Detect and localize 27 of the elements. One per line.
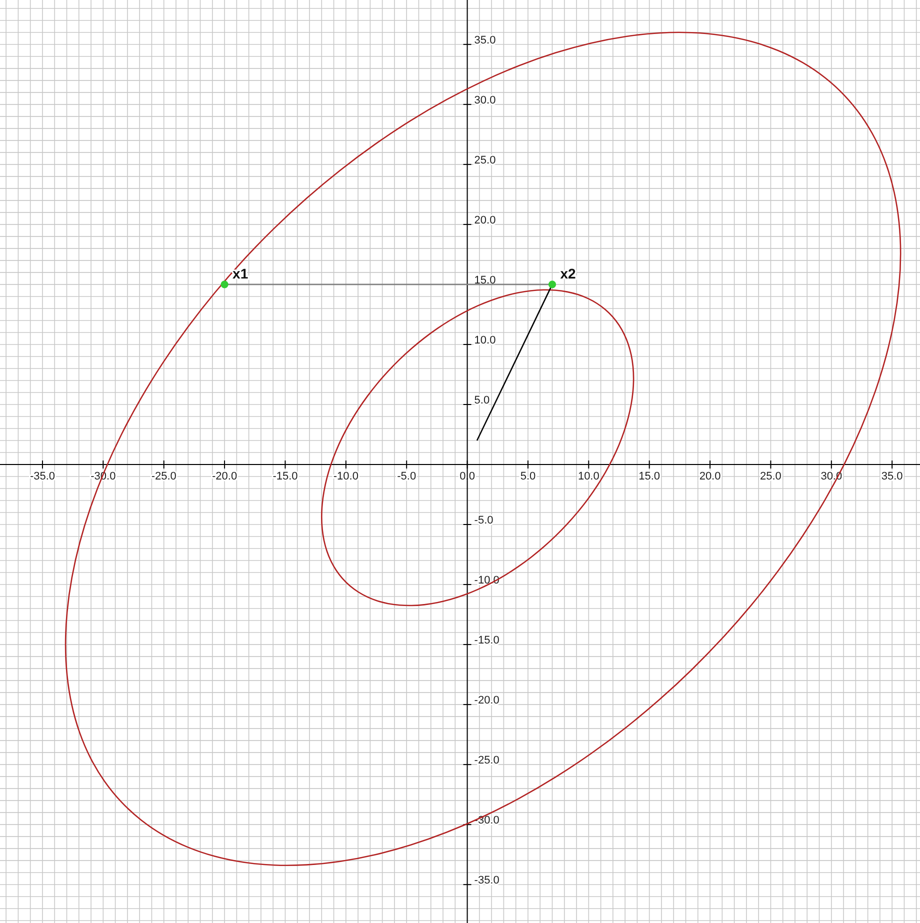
y-tick-label: -25.0	[474, 754, 500, 766]
x-tick-label: 15.0	[638, 470, 660, 482]
x-tick-label: -5.0	[397, 470, 416, 482]
y-tick-label: -35.0	[474, 874, 500, 886]
x-tick-label: -20.0	[212, 470, 238, 482]
y-tick-label: -15.0	[474, 634, 500, 646]
y-tick-label: 20.0	[474, 214, 496, 226]
y-tick-label: 25.0	[474, 154, 496, 166]
x-tick-label: 10.0	[578, 470, 600, 482]
x-tick-label: -15.0	[272, 470, 298, 482]
y-tick-label: -5.0	[474, 514, 494, 526]
x-tick-label: -35.0	[30, 470, 56, 482]
x-tick-label: 20.0	[699, 470, 721, 482]
y-tick-label: 30.0	[474, 94, 496, 106]
y-tick-label: 5.0	[474, 394, 490, 406]
y-tick-label: -30.0	[474, 814, 500, 826]
x-tick-label: 35.0	[881, 470, 903, 482]
y-tick-label: 10.0	[474, 334, 496, 346]
x-tick-label: 5.0	[520, 470, 536, 482]
annotation: x1	[232, 265, 248, 282]
annotation: x2	[560, 265, 576, 282]
y-tick-label: -20.0	[474, 694, 500, 706]
y-tick-label: 15.0	[474, 274, 496, 286]
x-tick-label: -10.0	[333, 470, 358, 482]
x-tick-label: -25.0	[151, 470, 176, 482]
x-tick-label: 25.0	[760, 470, 782, 482]
y-tick-label: 35.0	[474, 34, 496, 46]
